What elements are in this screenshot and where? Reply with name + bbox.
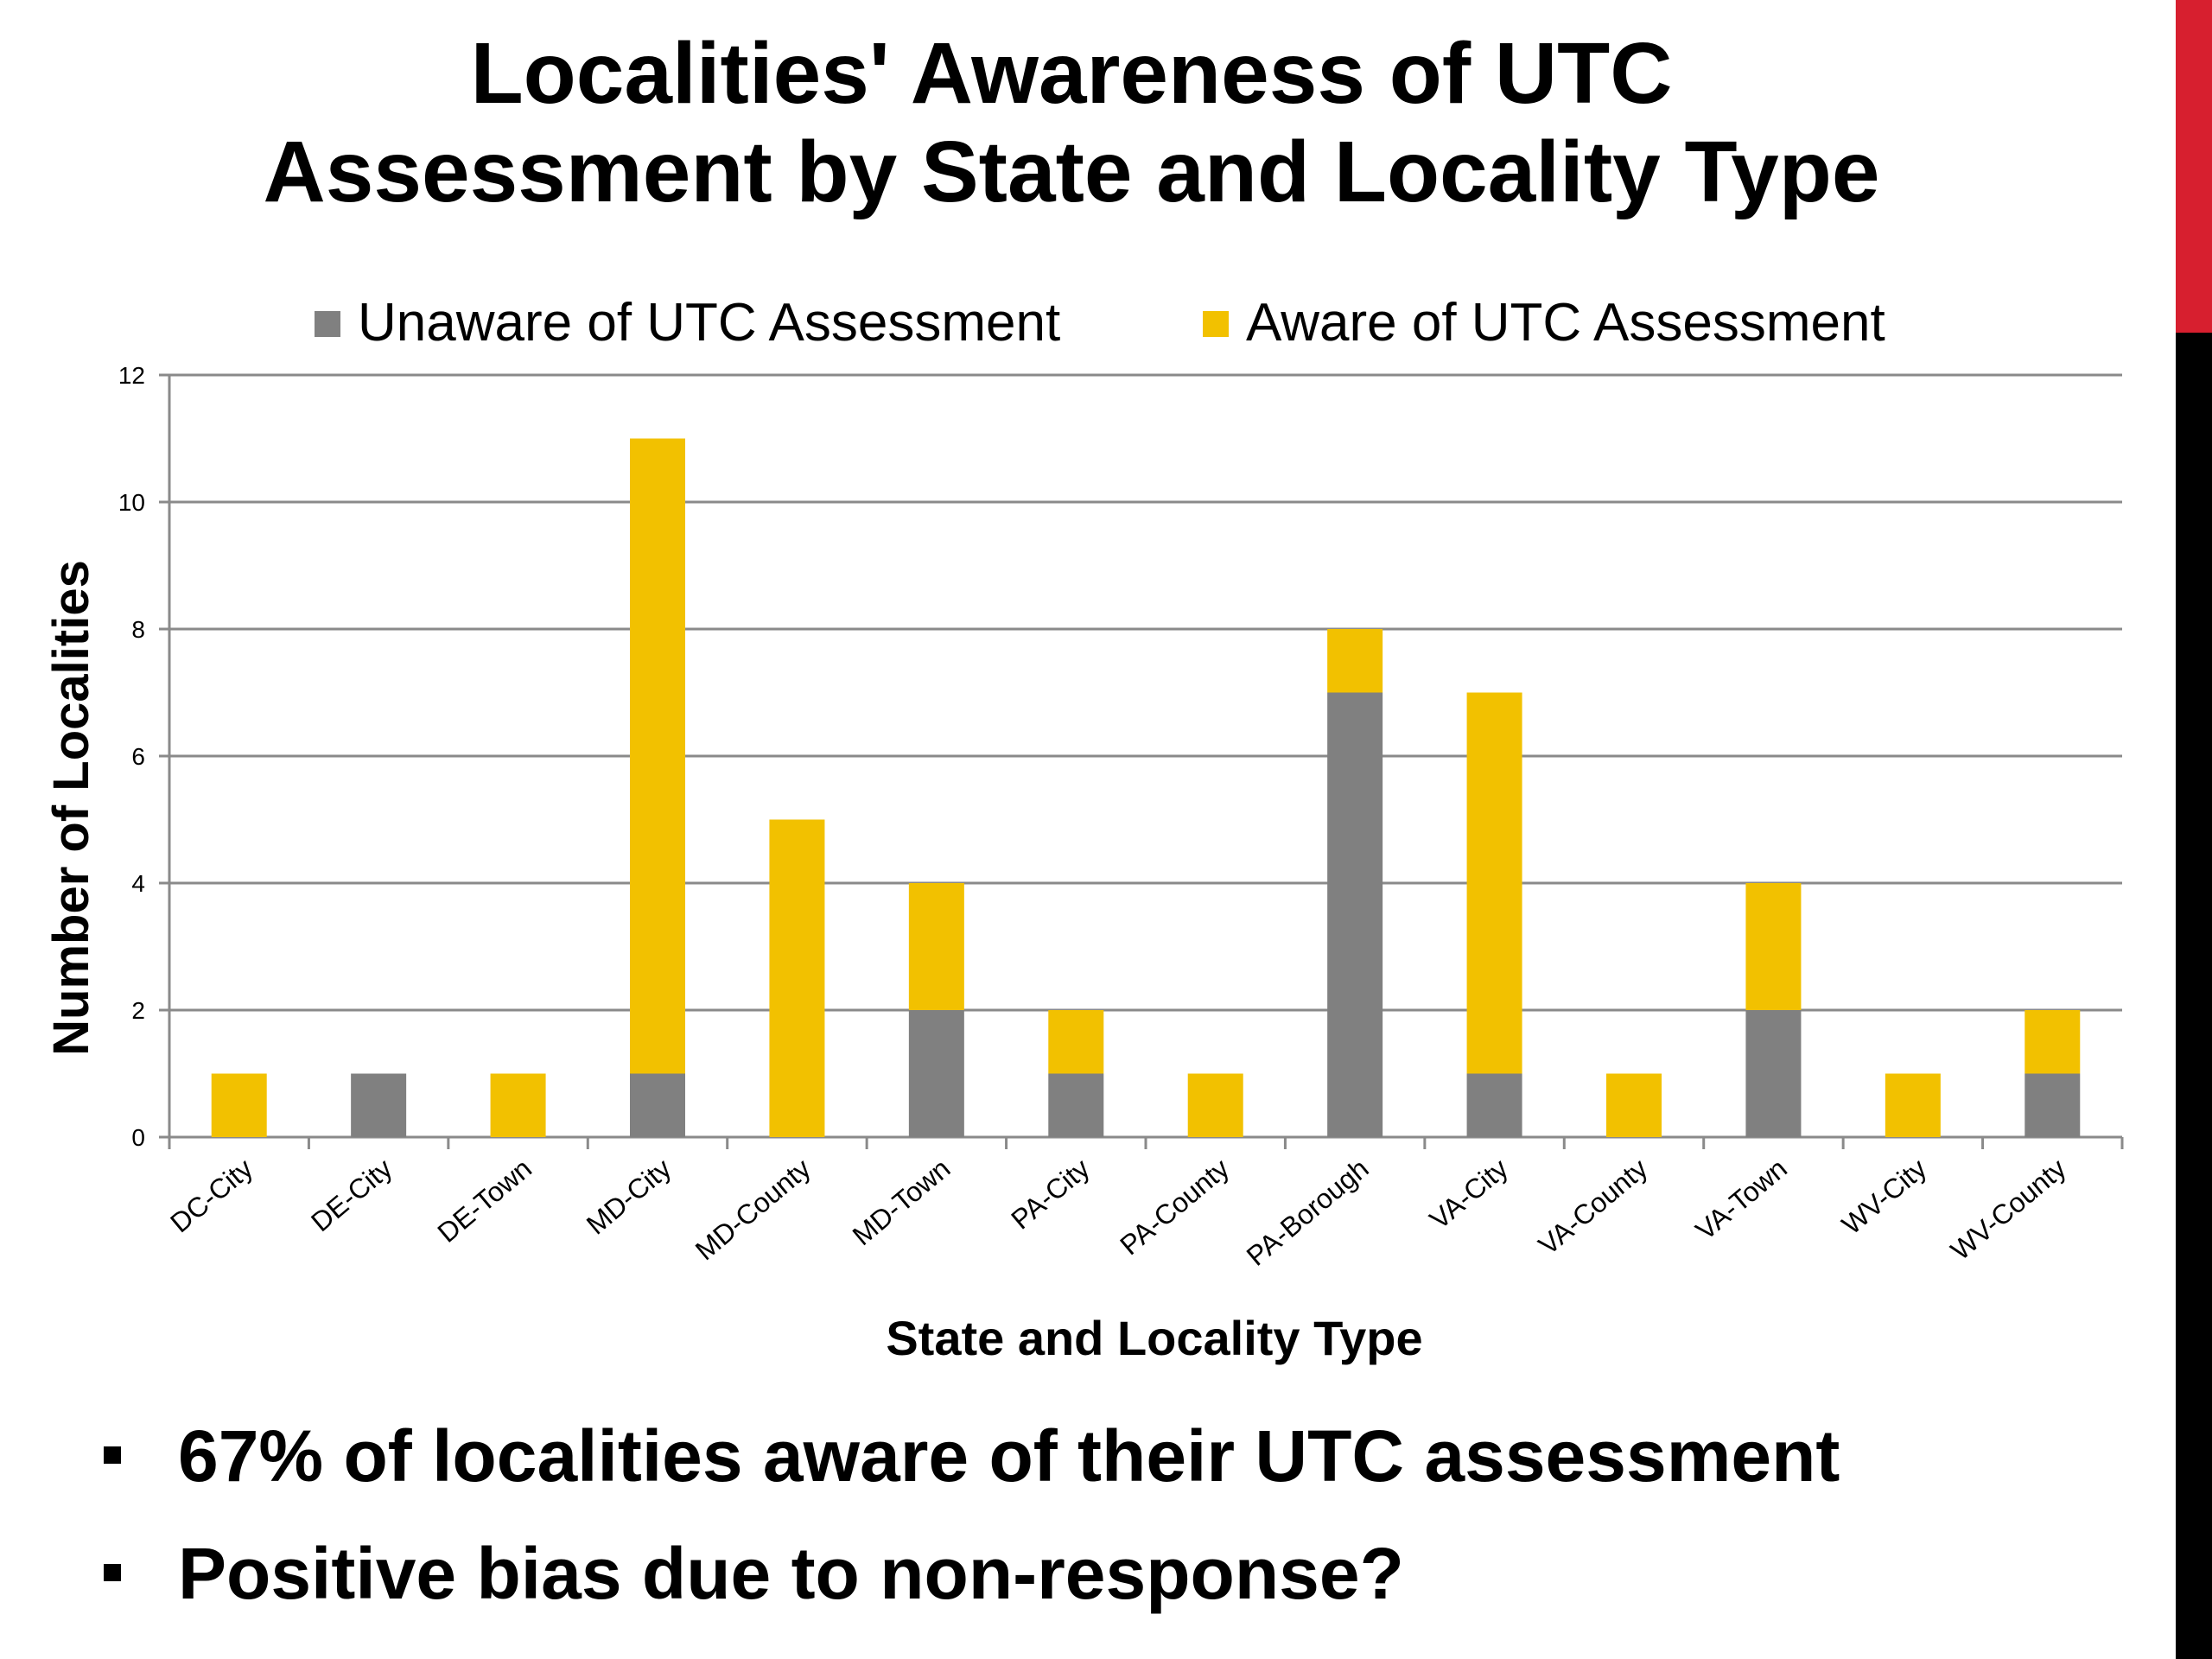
bar-aware [630,438,685,1074]
bullet-item: 67% of localities aware of their UTC ass… [95,1408,2134,1526]
bullet-list: 67% of localities aware of their UTC ass… [95,1408,2134,1643]
x-tick-label: VA-Town [1690,1153,1793,1246]
y-tick-label: 8 [131,616,145,643]
bar-unaware [1048,1073,1104,1137]
x-tick-label: VA-City [1424,1153,1514,1236]
x-tick-label: DE-Town [431,1153,537,1249]
y-axis-title: Number of Localities [43,560,99,1056]
bar-aware [1048,1010,1104,1074]
x-axis-title: State and Locality Type [886,1311,1422,1365]
bar-unaware [1745,1010,1802,1137]
bullet-square-icon [104,1564,121,1581]
x-tick-label: VA-County [1533,1153,1654,1262]
y-tick-label: 6 [131,743,145,770]
bullet-text: 67% of localities aware of their UTC ass… [178,1415,1840,1497]
x-tick-label: MD-County [690,1153,817,1267]
bar-unaware [1466,1073,1522,1137]
bar-aware [1745,883,1802,1010]
bar-unaware [351,1073,407,1137]
bar-aware [908,883,964,1010]
x-tick-label: MD-Town [847,1153,957,1251]
bar-aware [1187,1073,1243,1137]
bar-aware [1327,629,1383,693]
slide-title-line-1: Localities' Awareness of UTC [470,25,1673,122]
x-tick-label: WV-County [1945,1153,2072,1267]
bar-unaware [2024,1073,2081,1137]
bar-unaware [1327,692,1383,1137]
y-tick-label: 4 [131,870,145,897]
bullet-square-icon [104,1446,121,1464]
x-tick-label: DC-City [164,1153,258,1239]
legend-swatch [315,311,340,337]
legend-swatch [1203,311,1229,337]
x-tick-label: PA-City [1005,1153,1095,1236]
legend-label: Unaware of UTC Assessment [358,293,1060,353]
bar-aware [490,1073,546,1137]
bar-unaware [908,1010,964,1137]
bar-aware [1885,1073,1941,1137]
slide-title: Localities' Awareness of UTC Assessment … [0,24,2143,221]
x-tick-label: MD-City [581,1153,677,1241]
accent-bar-black [2176,333,2212,1659]
y-tick-label: 2 [131,997,145,1024]
accent-bar-red [2176,0,2212,333]
slide-title-line-2: Assessment by State and Locality Type [263,124,1880,220]
bullet-text: Positive bias due to non-response? [178,1533,1404,1614]
x-tick-label: DE-City [305,1153,398,1237]
bar-aware [2024,1010,2081,1074]
bar-aware [769,819,825,1137]
y-tick-label: 12 [118,362,145,389]
bar-aware [211,1073,267,1137]
x-tick-label: WV-City [1836,1153,1933,1241]
y-tick-label: 10 [118,489,145,516]
x-tick-label: PA-County [1114,1153,1235,1262]
legend-label: Aware of UTC Assessment [1246,293,1885,353]
bar-unaware [630,1073,685,1137]
bar-aware [1606,1073,1662,1137]
bar-aware [1466,692,1522,1074]
y-tick-label: 0 [131,1124,145,1151]
bullet-item: Positive bias due to non-response? [95,1526,2134,1643]
x-tick-label: PA-Borough [1241,1153,1375,1272]
